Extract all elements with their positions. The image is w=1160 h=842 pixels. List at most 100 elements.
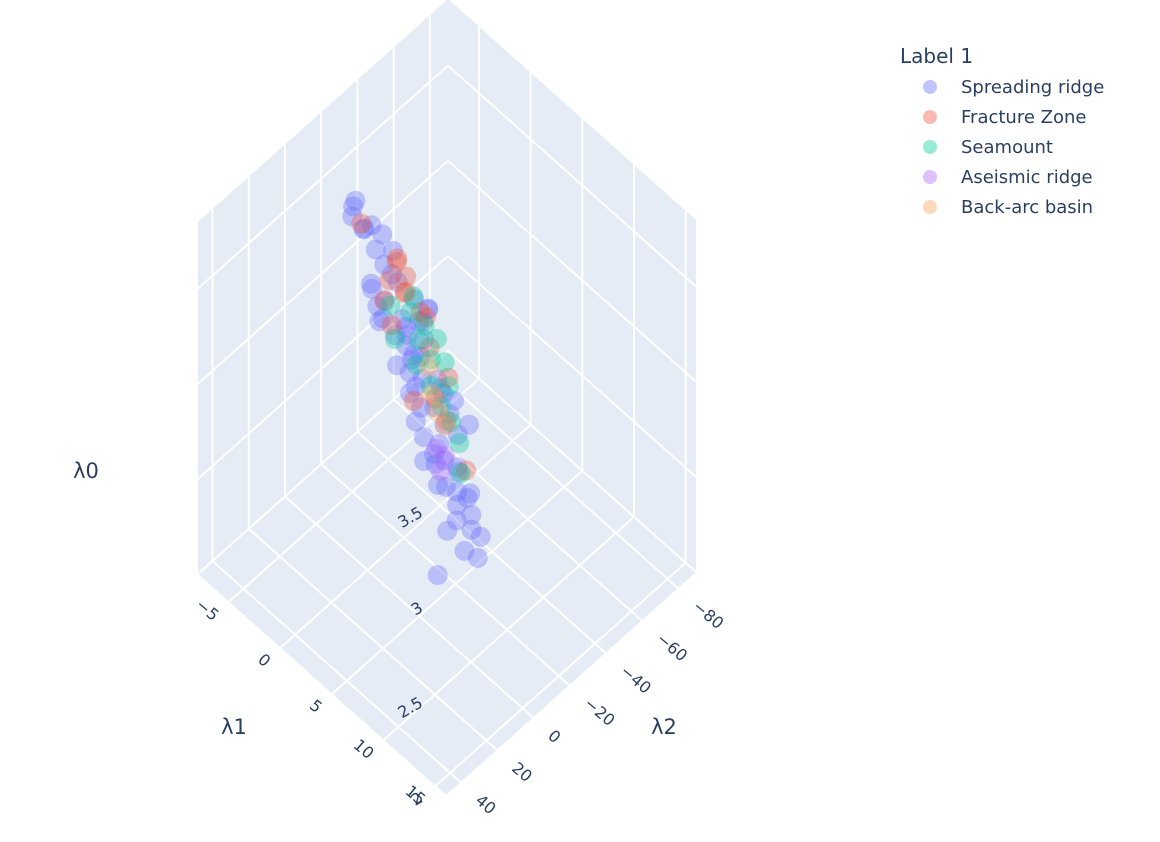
data-point-spreading-ridge <box>405 411 426 432</box>
data-point-spreading-ridge <box>342 206 363 227</box>
x-gridline-floor <box>435 562 687 787</box>
data-point-spreading-ridge <box>414 329 435 350</box>
y-tick-label: −80 <box>689 597 727 633</box>
data-point-spreading-ridge <box>447 457 468 478</box>
z-gridline-left-wall <box>197 350 449 575</box>
x-tick-label: 10 <box>350 735 378 763</box>
x-gridline-floor <box>280 423 532 649</box>
data-point-fracture-zone <box>438 367 459 388</box>
data-point-spreading-ridge <box>409 311 429 332</box>
x-axis-title: λ1 <box>221 715 247 739</box>
data-point-spreading-ridge <box>430 378 451 399</box>
y-gridline-floor <box>211 560 462 783</box>
data-point-spreading-ridge <box>361 273 382 294</box>
legend-item-aseismic-ridge[interactable]: Aseismic ridge <box>900 162 1104 192</box>
data-point-spreading-ridge <box>428 475 448 495</box>
data-point-spreading-ridge <box>372 308 393 329</box>
data-point-spreading-ridge <box>411 397 432 418</box>
legend: Label 1 Spreading ridge Fracture Zone Se… <box>900 44 1104 222</box>
legend-marker-icon <box>923 170 937 184</box>
data-point-aseismic-ridge <box>435 445 456 466</box>
data-point-spreading-ridge <box>448 462 469 482</box>
x-gridline-floor <box>331 469 583 695</box>
data-point-spreading-ridge <box>361 278 382 299</box>
data-point-spreading-ridge <box>354 218 375 239</box>
legend-item-label: Seamount <box>961 136 1053 158</box>
data-point-spreading-ridge <box>460 483 481 504</box>
scene-gridlines <box>197 15 697 787</box>
data-point-fracture-zone <box>381 315 402 336</box>
y-tick-label: −20 <box>581 694 619 730</box>
data-point-fracture-zone <box>403 390 424 411</box>
data-point-spreading-ridge <box>424 443 444 464</box>
data-point-fracture-zone <box>456 460 477 481</box>
data-point-spreading-ridge <box>444 390 465 411</box>
scatter-points <box>342 190 491 585</box>
y-tick-label: 20 <box>508 758 536 786</box>
data-point-spreading-ridge <box>459 414 479 435</box>
legend-item-spreading-ridge[interactable]: Spreading ridge <box>900 72 1104 102</box>
legend-item-back-arc-basin[interactable]: Back-arc basin <box>900 192 1104 222</box>
data-point-fracture-zone <box>436 410 457 431</box>
data-point-fracture-zone <box>386 252 407 273</box>
data-point-spreading-ridge <box>387 272 408 292</box>
data-point-spreading-ridge <box>343 196 364 217</box>
data-point-fracture-zone <box>396 266 417 287</box>
data-point-back-arc-basin <box>422 384 442 405</box>
y-tick-label: −40 <box>617 661 655 697</box>
data-point-spreading-ridge <box>374 254 395 275</box>
data-point-seamount <box>414 315 435 336</box>
data-point-spreading-ridge <box>385 325 406 346</box>
y-gridline-floor <box>284 495 534 719</box>
data-point-spreading-ridge <box>427 369 448 390</box>
data-point-spreading-ridge <box>447 424 468 445</box>
legend-marker-icon <box>923 80 937 94</box>
data-point-fracture-zone <box>374 290 395 311</box>
data-point-spreading-ridge <box>414 451 435 471</box>
y-tick-label: 0 <box>544 726 564 747</box>
data-point-spreading-ridge <box>461 519 482 540</box>
legend-item-fracture-zone[interactable]: Fracture Zone <box>900 102 1104 132</box>
data-point-spreading-ridge <box>410 346 431 367</box>
legend-item-label: Fracture Zone <box>961 106 1087 128</box>
legend-item-seamount[interactable]: Seamount <box>900 132 1104 162</box>
data-point-spreading-ridge <box>383 240 404 261</box>
data-point-aseismic-ridge <box>426 438 447 459</box>
data-point-spreading-ridge <box>433 383 454 404</box>
data-point-spreading-ridge <box>392 309 412 330</box>
data-point-spreading-ridge <box>446 510 467 531</box>
y-tick-label: 40 <box>472 791 500 819</box>
data-point-spreading-ridge <box>367 296 388 317</box>
data-point-fracture-zone <box>419 337 440 358</box>
z-gridline-right-wall <box>447 255 697 478</box>
legend-marker-icon <box>923 200 937 214</box>
data-point-spreading-ridge <box>405 376 426 397</box>
data-point-spreading-ridge <box>434 450 455 471</box>
data-point-seamount <box>426 328 447 349</box>
legend-item-label: Back-arc basin <box>961 196 1094 218</box>
left-wall-pane <box>198 0 448 574</box>
data-point-spreading-ridge <box>381 264 402 285</box>
legend-title: Label 1 <box>900 44 974 68</box>
data-point-spreading-ridge <box>374 291 395 312</box>
data-point-seamount <box>408 330 429 351</box>
data-point-spreading-ridge <box>435 476 456 497</box>
data-point-spreading-ridge <box>439 403 460 424</box>
data-point-spreading-ridge <box>429 434 450 454</box>
data-point-spreading-ridge <box>372 224 393 245</box>
data-point-spreading-ridge <box>397 325 418 345</box>
data-point-spreading-ridge <box>387 355 407 376</box>
data-point-fracture-zone <box>410 302 431 322</box>
data-point-seamount <box>400 302 421 323</box>
data-point-spreading-ridge <box>403 344 424 365</box>
data-point-spreading-ridge <box>353 219 374 240</box>
y-gridline-floor <box>392 398 643 622</box>
data-point-seamount <box>449 433 470 453</box>
data-point-aseismic-ridge <box>430 460 451 481</box>
data-point-spreading-ridge <box>404 289 424 310</box>
x-tick-label: 0 <box>254 650 274 671</box>
data-point-seamount <box>431 396 452 417</box>
z-gridline-right-wall <box>447 350 697 573</box>
data-point-seamount <box>451 463 471 484</box>
